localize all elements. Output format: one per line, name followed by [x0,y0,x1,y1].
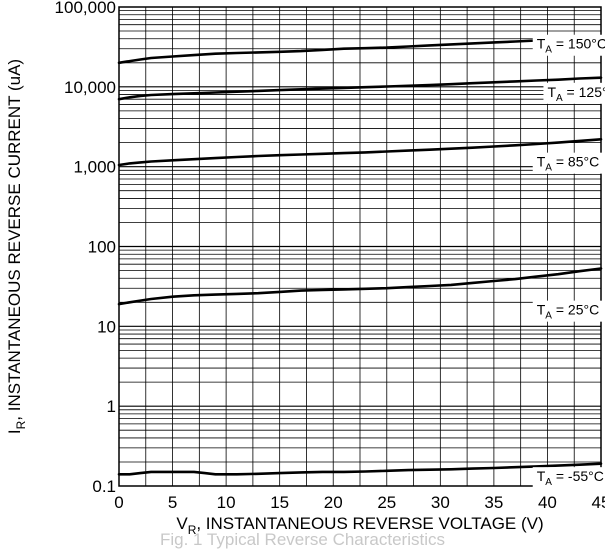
y-tick-labels: 0.1 1 10 100 1,000 10,000 100,000 [55,0,116,496]
x-axis-label: VR, INSTANTANEOUS REVERSE VOLTAGE (V) [176,514,543,537]
x-tick-label: 10 [217,493,236,512]
series-label-background [532,34,605,56]
series-label-background [532,300,605,322]
series-label-rest: = 85°C [552,154,599,170]
series-label: TA = 125°C [547,84,605,104]
x-axis-label-main: V [176,514,188,533]
y-tick-label: 10,000 [64,78,116,97]
y-axis-label-rest: , INSTANTANEOUS REVERSE CURRENT (uA) [5,59,24,421]
plot-frame [118,6,602,487]
x-tick-label: 5 [168,493,177,512]
series-label-sub: A [545,311,552,322]
y-tick-label: 100,000 [55,0,116,17]
y-axis-label-sub: R [14,420,28,429]
series-line [117,138,603,167]
y-tick-label: 1 [107,397,116,416]
grid [119,7,601,486]
series-label-sub: A [545,163,552,174]
x-tick-label: 0 [114,493,123,512]
x-tick-label: 40 [538,493,557,512]
series-label-rest: = -55°C [552,468,604,484]
x-tick-label: 30 [431,493,450,512]
series-label: TA = 150°C [537,36,605,56]
series-label: TA = -55°C [537,468,604,488]
series-group: TA = 150°CTA = 125°CTA = 85°CTA = 25°CTA… [117,34,605,489]
series-line [117,267,603,306]
series-label: TA = 85°C [537,154,599,174]
series-label-background [532,467,605,489]
y-axis-label: IR, INSTANTANEOUS REVERSE CURRENT (uA) [5,59,28,434]
series-label: TA = 25°C [537,302,599,322]
x-axis-label-sub: R [188,523,197,537]
series-label-main: T [537,468,546,484]
series-label-sub: A [545,477,552,488]
x-tick-label: 45 [592,493,605,512]
y-tick-label: 0.1 [92,477,116,496]
series-label-main: T [537,36,546,52]
x-tick-label: 15 [270,493,289,512]
y-tick-label: 100 [88,238,116,257]
figure-caption: Fig. 1 Typical Reverse Characteristics [159,530,445,549]
x-tick-label: 35 [484,493,503,512]
series-label-sub: A [545,45,552,56]
x-tick-label: 20 [324,493,343,512]
y-axis-label-main: I [5,429,24,434]
series-label-rest: = 125°C [563,84,605,100]
x-tick-labels: 0 5 10 15 20 25 30 35 40 45 [114,493,605,512]
y-tick-label: 10 [97,317,116,336]
series-label-rest: = 150°C [552,36,605,52]
series-line [117,76,603,101]
y-tick-label: 1,000 [73,158,116,177]
series-line [117,36,603,65]
x-axis-label-rest: , INSTANTANEOUS REVERSE VOLTAGE (V) [196,514,543,533]
series-label-main: T [537,154,546,170]
series-label-rest: = 25°C [552,302,599,318]
series-label-main: T [547,84,556,100]
series-label-sub: A [556,93,563,104]
series-label-background [543,82,605,104]
series-label-main: T [537,302,546,318]
series-label-background [532,152,605,174]
series-line [117,462,603,476]
x-tick-label: 25 [377,493,396,512]
